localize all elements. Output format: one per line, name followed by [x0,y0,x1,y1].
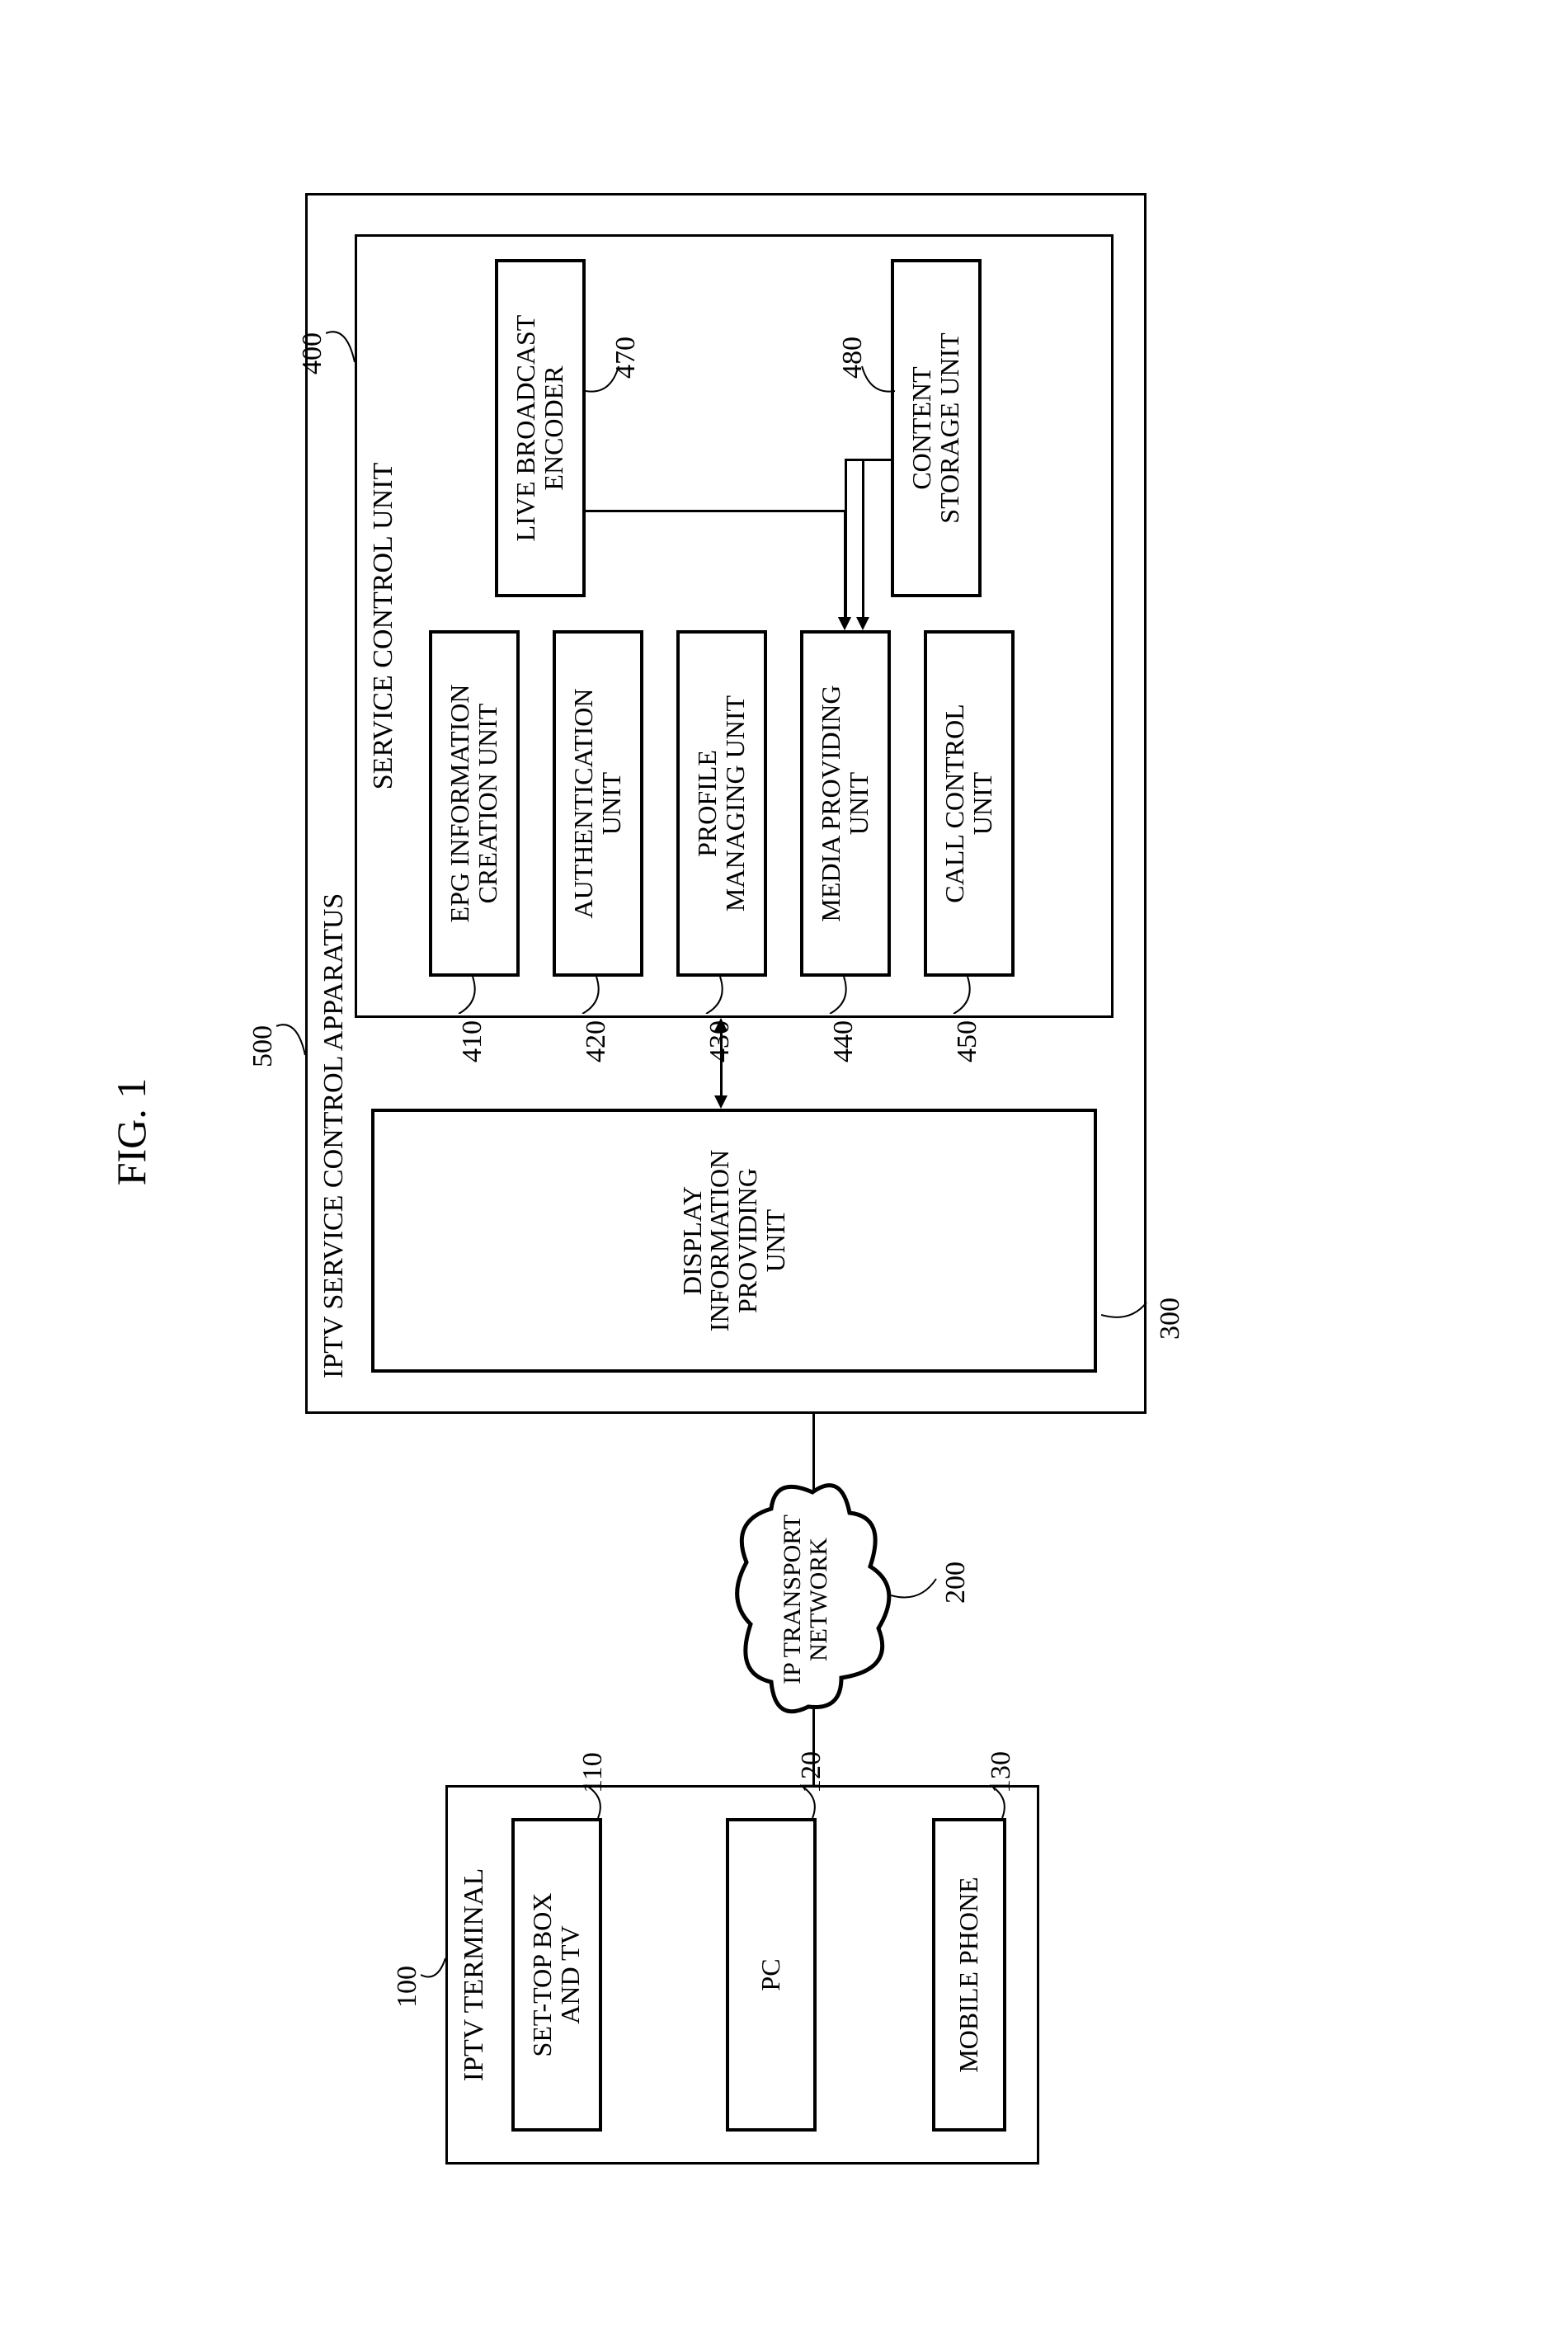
conn-display-service [720,1031,723,1095]
mobile-phone-unit: MOBILE PHONE [932,1818,1006,2132]
conn-store-vert2 [862,459,891,461]
profile-unit: PROFILE MANAGING UNIT [676,630,767,977]
ref-410: 410 [457,1020,488,1062]
ref-500: 500 [247,1025,279,1067]
display-info-unit: DISPLAY INFORMATION PROVIDING UNIT [371,1109,1097,1373]
apparatus-title: IPTV SERVICE CONTROL APPARATUS [319,893,349,1378]
arrow-store-media2 [856,617,869,630]
ref-450: 450 [952,1020,983,1062]
conn-store-horiz2 [862,459,864,617]
ref-420: 420 [581,1020,612,1062]
ref-400: 400 [297,332,328,375]
settop-box-unit: SET-TOP BOX AND TV [511,1818,602,2132]
pc-unit: PC [726,1818,817,2132]
arrow-display-service-left [714,1095,727,1109]
figure-canvas: FIG. 1 IPTV TERMINAL SET-TOP BOX AND TV … [0,0,1568,2346]
ref-440: 440 [828,1020,859,1062]
arrow-display-service-right [714,1018,727,1031]
service-control-title: SERVICE CONTROL UNIT [369,237,398,1015]
ref-110: 110 [577,1752,609,1793]
conn-terminal-cloud [812,1707,815,1785]
iptv-terminal-title: IPTV TERMINAL [459,1788,489,2162]
ref-200: 200 [940,1562,972,1604]
callctrl-unit: CALL CONTROL UNIT [924,630,1015,977]
conn-enc-vert [586,510,845,512]
auth-unit: AUTHENTICATION UNIT [553,630,643,977]
arrow-store-media [838,617,851,630]
ref-130: 130 [986,1751,1017,1793]
ref-470: 470 [610,337,642,379]
figure-title: FIG. 1 [107,1049,155,1214]
ref-120: 120 [796,1751,827,1793]
figure-rotated-layer: FIG. 1 IPTV TERMINAL SET-TOP BOX AND TV … [0,0,1568,2346]
media-unit: MEDIA PROVIDING UNIT [800,630,891,977]
live-encoder-unit: LIVE BROADCAST ENCODER [495,259,586,597]
ref-100: 100 [392,1966,423,2008]
conn-store-horiz [845,459,847,617]
content-storage-unit: CONTENT STORAGE UNIT [891,259,982,597]
ref-300: 300 [1155,1298,1186,1340]
ref-480: 480 [837,337,869,379]
cloud-label: IP TRANSPORT NETWORK [779,1505,831,1694]
epg-unit: EPG INFORMATION CREATION UNIT [429,630,520,977]
